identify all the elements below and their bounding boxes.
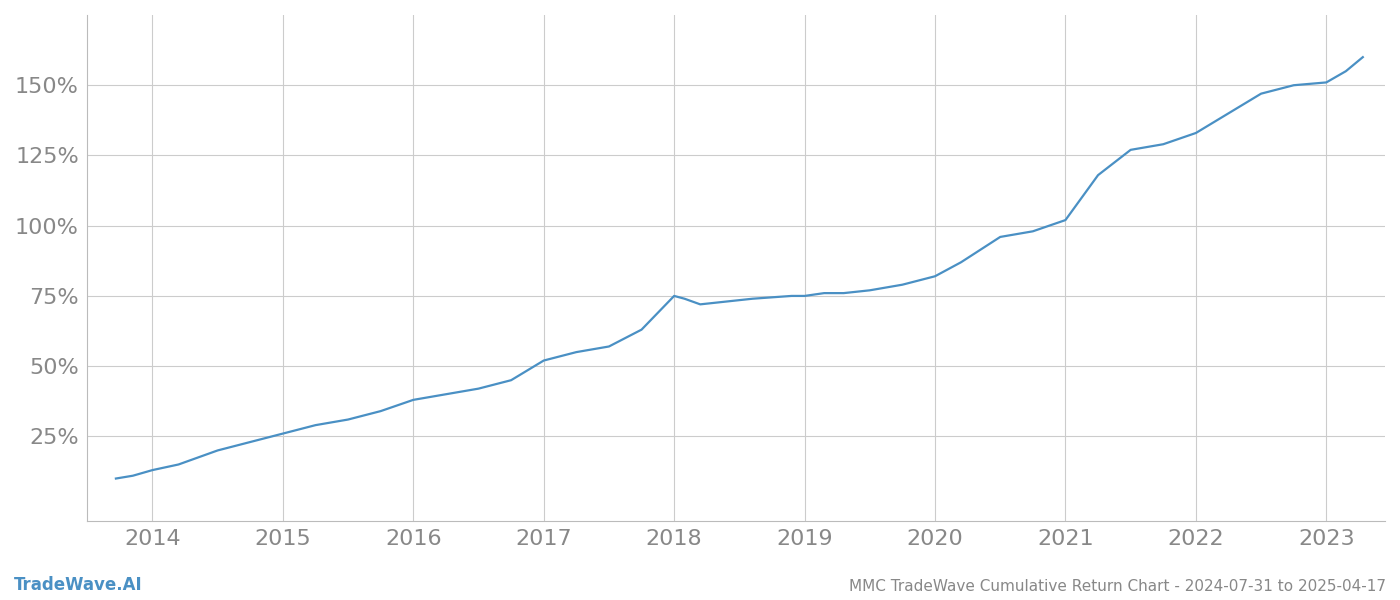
Text: TradeWave.AI: TradeWave.AI bbox=[14, 576, 143, 594]
Text: MMC TradeWave Cumulative Return Chart - 2024-07-31 to 2025-04-17: MMC TradeWave Cumulative Return Chart - … bbox=[848, 579, 1386, 594]
